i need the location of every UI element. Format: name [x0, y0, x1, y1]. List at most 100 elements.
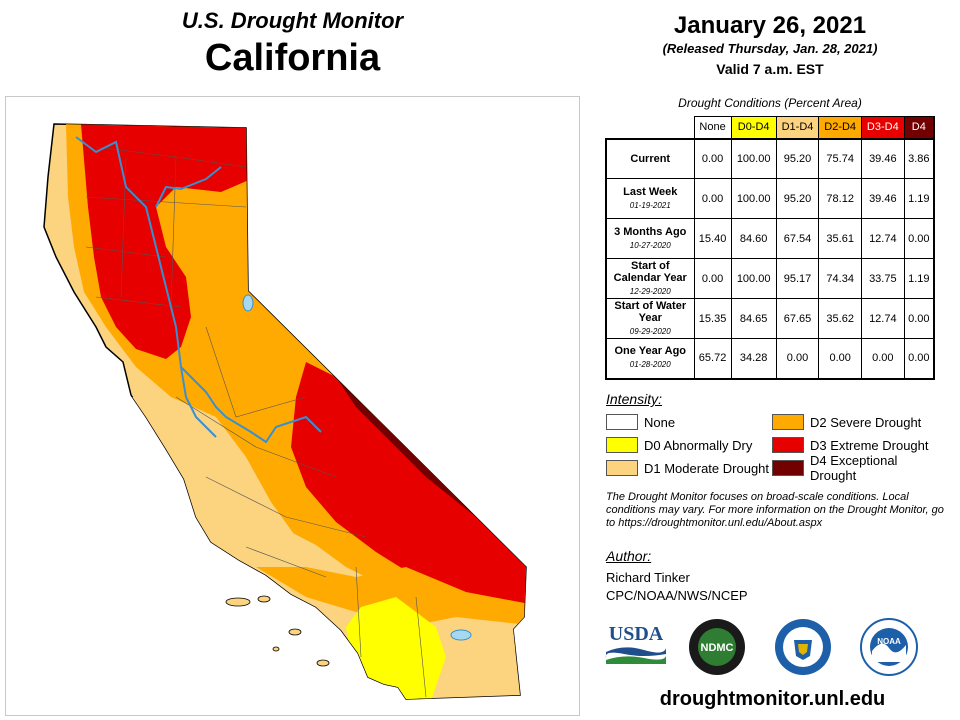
legend-swatch — [606, 437, 638, 453]
table-cell: 0.00 — [693, 137, 732, 179]
legend-item-d1: D1 Moderate Drought — [606, 459, 769, 477]
legend-label: D2 Severe Drought — [810, 414, 922, 430]
table-cell: 3.86 — [903, 137, 935, 179]
table-cell: 74.34 — [818, 258, 862, 299]
legend-item-d4: D4 Exceptional Drought — [772, 453, 946, 483]
table-row: Start of Calendar Year 12-29-2020 0.00 100.… — [605, 258, 935, 299]
legend-item-none: None — [606, 413, 675, 431]
disclaimer-text: The Drought Monitor focuses on broad-sca… — [606, 491, 944, 529]
legend-label: None — [644, 414, 676, 430]
table-cell: 84.60 — [730, 218, 777, 259]
table-cell: 65.72 — [693, 338, 732, 380]
title-block: U.S. Drought Monitor California — [0, 6, 585, 80]
row-date: 12-29-2020 — [629, 286, 671, 296]
col-header: D1-D4 — [775, 116, 820, 139]
col-header: D0-D4 — [730, 116, 777, 139]
table-cell: 39.46 — [861, 178, 905, 219]
row-label-cell: Start of Calendar Year 12-29-2020 — [605, 258, 695, 299]
table-header-row: None D0-D4 D1-D4 D2-D4 D3-D4 D4 — [606, 116, 935, 139]
intensity-legend: None D0 Abnormally Dry D1 Moderate Droug… — [606, 413, 946, 483]
legend-swatch — [606, 414, 638, 430]
row-label: Current — [630, 152, 671, 165]
table-cell: 39.46 — [861, 137, 905, 179]
table-cell: 33.75 — [861, 258, 905, 299]
table-cell: 75.74 — [818, 137, 862, 179]
map-series-title: U.S. Drought Monitor — [181, 8, 404, 33]
table-cell: 12.74 — [861, 298, 905, 339]
table-cell: 67.54 — [775, 218, 820, 259]
table-row: Last Week 01-19-2021 0.00 100.00 95.20 78.12 3… — [605, 178, 935, 219]
zone-d2-south — [256, 567, 526, 627]
legend-item-d2: D2 Severe Drought — [772, 413, 921, 431]
table-cell: 0.00 — [693, 178, 732, 219]
table-cell: 0.00 — [903, 338, 935, 380]
usda-logo: USDA — [605, 623, 666, 664]
table-cell: 100.00 — [730, 137, 777, 179]
valid-time: Valid 7 a.m. EST — [716, 61, 824, 77]
row-date: 10-27-2020 — [629, 240, 671, 250]
legend-label: D1 Moderate Drought — [644, 460, 770, 476]
legend-swatch — [772, 460, 804, 476]
table-cell: 0.00 — [818, 338, 862, 380]
legend-swatch — [772, 414, 804, 430]
map-date: January 26, 2021 — [673, 12, 867, 39]
drought-conditions-table: None D0-D4 D1-D4 D2-D4 D3-D4 D4 Current 0… — [605, 116, 935, 380]
table-cell: 0.00 — [903, 218, 935, 259]
ndmc-logo-text: NDMC — [701, 642, 734, 654]
legend-item-d3: D3 Extreme Drought — [772, 436, 929, 454]
row-label-cell: Last Week 01-19-2021 — [605, 178, 695, 219]
table-corner — [606, 116, 695, 139]
intensity-title: Intensity: — [606, 391, 663, 407]
row-label: Last Week — [623, 185, 678, 198]
row-label: Start of Calendar Year — [613, 259, 687, 284]
table-cell: 34.28 — [730, 338, 777, 380]
col-header: D4 — [903, 116, 935, 139]
table-cell: 0.00 — [693, 258, 732, 299]
author-name: Richard Tinker — [606, 570, 690, 585]
ndmc-logo: NDMC — [689, 619, 745, 675]
row-label-cell: Start of Water Year 09-29-2020 — [605, 298, 695, 339]
table-cell: 0.00 — [903, 298, 935, 339]
release-date: (Released Thursday, Jan. 28, 2021) — [662, 41, 878, 56]
zone-d3-southeast — [291, 362, 526, 627]
partner-logos: USDA NDMC NOAA — [602, 618, 942, 680]
noaa-logo-text: NOAA — [877, 637, 901, 646]
table-cell: 0.00 — [775, 338, 820, 380]
legend-label: D4 Exceptional Drought — [810, 453, 898, 483]
table-cell: 1.19 — [903, 178, 935, 219]
legend-label: D0 Abnormally Dry — [644, 437, 753, 453]
table-cell: 35.62 — [818, 298, 862, 339]
date-block: January 26, 2021 (Released Thursday, Jan… — [600, 12, 940, 80]
legend-label: D3 Extreme Drought — [810, 437, 929, 453]
row-label-cell: One Year Ago 01-28-2020 — [605, 338, 695, 380]
table-cell: 35.61 — [818, 218, 862, 259]
drought-map — [5, 96, 580, 716]
table-cell: 12.74 — [861, 218, 905, 259]
table-caption: Drought Conditions (Percent Area) — [678, 96, 862, 110]
author-org: CPC/NOAA/NWS/NCEP — [606, 588, 748, 603]
table-row: 3 Months Ago 10-27-2020 15.40 84.60 67.54 35.… — [605, 218, 935, 259]
table-cell: 100.00 — [730, 258, 777, 299]
row-date: 01-28-2020 — [629, 360, 671, 370]
noaa-logo: NOAA — [860, 618, 918, 676]
col-header: D3-D4 — [861, 116, 905, 139]
row-date: 09-29-2020 — [629, 326, 671, 336]
table-row: Start of Water Year 09-29-2020 15.35 84.65 6… — [605, 298, 935, 339]
california-map-svg — [43, 123, 527, 700]
table-row: One Year Ago 01-28-2020 65.72 34.28 0.00 0.00… — [605, 338, 935, 380]
row-label-cell: Current — [605, 137, 695, 179]
commerce-logo — [775, 619, 831, 675]
table-cell: 95.20 — [775, 178, 820, 219]
legend-item-d0: D0 Abnormally Dry — [606, 436, 752, 454]
row-label: 3 Months Ago — [614, 225, 687, 238]
website-url[interactable]: droughtmonitor.unl.edu — [659, 688, 886, 710]
table-cell: 100.00 — [730, 178, 777, 219]
author-title: Author: — [606, 548, 652, 564]
table-cell: 0.00 — [861, 338, 905, 380]
col-header: None — [693, 116, 732, 139]
table-cell: 15.40 — [693, 218, 732, 259]
row-label: One Year Ago — [614, 345, 687, 358]
row-label: Start of Water Year — [614, 299, 687, 324]
table-row: Current 0.00 100.00 95.20 75.74 39.46 3.86 — [605, 137, 935, 179]
legend-swatch — [606, 460, 638, 476]
